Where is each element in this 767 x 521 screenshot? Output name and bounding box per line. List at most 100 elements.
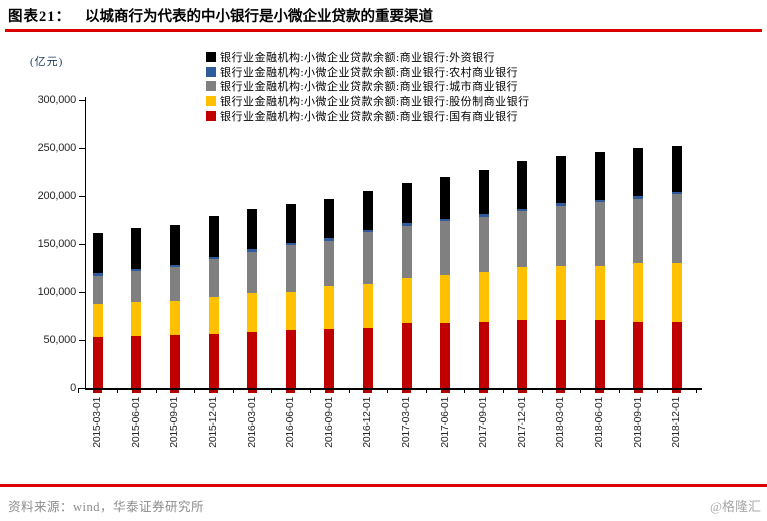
x-axis-tick <box>387 388 389 393</box>
bar-segment <box>555 203 566 206</box>
source-note: 资料来源：wind，华泰证券研究所 <box>8 500 205 514</box>
bar-segment <box>247 293 258 332</box>
y-axis-tick-label: 100,000 <box>37 285 77 298</box>
legend-item: 银行业金融机构:小微企业贷款余额:商业银行:农村商业银行 <box>206 65 530 80</box>
bar-base-mark <box>363 390 373 393</box>
bar-segment <box>671 263 682 323</box>
bar-segment <box>208 296 219 334</box>
legend-item: 银行业金融机构:小微企业贷款余额:商业银行:外资银行 <box>206 50 530 65</box>
bar-base-mark <box>324 390 334 393</box>
bar-segment <box>478 321 489 388</box>
bar-segment <box>555 319 566 388</box>
legend-label: 银行业金融机构:小微企业贷款余额:商业银行:城市商业银行 <box>220 81 519 94</box>
x-axis-tick-label: 2018-12-01 <box>670 397 683 448</box>
bar-segment <box>440 220 451 276</box>
x-axis-tick <box>78 388 80 393</box>
watermark: @格隆汇 <box>710 499 761 514</box>
bar-segment <box>401 182 412 224</box>
y-axis-tick <box>79 147 85 149</box>
bar-segment <box>362 191 373 231</box>
bar-base-mark <box>479 390 489 393</box>
bar-segment <box>131 271 142 303</box>
legend-item: 银行业金融机构:小微企业贷款余额:商业银行:国有商业银行 <box>206 108 530 123</box>
x-axis-tick <box>271 388 273 393</box>
bar-segment <box>247 209 258 250</box>
x-axis-tick <box>464 388 466 393</box>
bar-segment <box>208 215 219 257</box>
legend-item: 银行业金融机构:小微企业贷款余额:商业银行:城市商业银行 <box>206 79 530 94</box>
x-axis-tick-label: 2015-09-01 <box>168 397 181 448</box>
bar-segment <box>633 196 644 200</box>
bar-segment <box>401 223 412 226</box>
bar-base-mark <box>93 390 103 393</box>
x-axis-tick-label: 2016-03-01 <box>245 397 258 448</box>
bar-segment <box>594 152 605 200</box>
bar-segment <box>401 277 412 324</box>
bar-segment <box>169 335 180 388</box>
bar-segment <box>92 232 103 274</box>
bar-segment <box>517 161 528 209</box>
bar-segment <box>131 335 142 388</box>
bar-segment <box>285 291 296 330</box>
bar-segment <box>362 283 373 329</box>
legend-label: 银行业金融机构:小微企业贷款余额:商业银行:外资银行 <box>220 52 496 65</box>
x-axis-tick-label: 2018-03-01 <box>554 397 567 448</box>
x-axis-tick <box>425 388 427 393</box>
bar-segment <box>555 155 566 204</box>
y-axis-tick-label: 0 <box>70 381 76 394</box>
legend-swatch-icon <box>206 96 216 107</box>
figure-number: 图表21： <box>8 9 71 25</box>
bar-segment <box>362 230 373 233</box>
y-axis-unit-label: (亿元) <box>30 56 64 68</box>
bar-segment <box>671 194 682 264</box>
bar-segment <box>440 218 451 221</box>
bar-segment <box>169 301 180 336</box>
x-axis-tick-label: 2017-12-01 <box>515 397 528 448</box>
bar-segment <box>633 148 644 197</box>
bar-segment <box>324 329 335 388</box>
bar-segment <box>555 205 566 266</box>
bar-segment <box>285 245 296 292</box>
bar-segment <box>324 238 335 241</box>
figure-title: 以城商行为代表的中小银行是小微企业贷款的重要渠道 <box>85 9 433 25</box>
y-axis-tick <box>79 387 85 389</box>
bar-segment <box>285 329 296 388</box>
y-axis-tick-label: 150,000 <box>37 237 77 250</box>
bar-segment <box>208 333 219 388</box>
bar-segment <box>594 202 605 266</box>
legend-swatch-icon <box>206 52 216 63</box>
bar-segment <box>324 198 335 239</box>
bar-segment <box>671 191 682 195</box>
title-divider-line <box>5 29 762 32</box>
bar-segment <box>92 337 103 388</box>
bar-segment <box>208 259 219 297</box>
bar-base-mark <box>672 390 682 393</box>
y-axis-tick-label: 200,000 <box>37 189 77 202</box>
bar-segment <box>324 240 335 286</box>
bar-segment <box>440 323 451 388</box>
bar-base-mark <box>556 390 566 393</box>
bar-segment <box>131 302 142 336</box>
x-axis-tick <box>618 388 620 393</box>
bar-segment <box>92 304 103 338</box>
bar-segment <box>169 264 180 268</box>
x-axis-tick <box>348 388 350 393</box>
x-axis-tick <box>657 388 659 393</box>
bar-segment <box>92 273 103 276</box>
x-axis-tick <box>541 388 543 393</box>
bar-segment <box>478 214 489 217</box>
x-axis-tick <box>580 388 582 393</box>
bar-segment <box>517 208 528 211</box>
x-axis-tick-label: 2018-06-01 <box>593 397 605 448</box>
bar-base-mark <box>402 390 411 393</box>
x-axis-tick-label: 2015-12-01 <box>207 397 219 448</box>
legend-swatch-icon <box>206 66 216 77</box>
bar-segment <box>401 323 412 388</box>
bar-base-mark <box>286 390 296 393</box>
x-axis-tick-label: 2015-03-01 <box>91 397 104 448</box>
bar-base-mark <box>131 390 141 393</box>
y-axis-tick-label: 300,000 <box>37 93 77 106</box>
bar-segment <box>555 265 566 320</box>
legend-swatch-icon <box>206 110 216 121</box>
